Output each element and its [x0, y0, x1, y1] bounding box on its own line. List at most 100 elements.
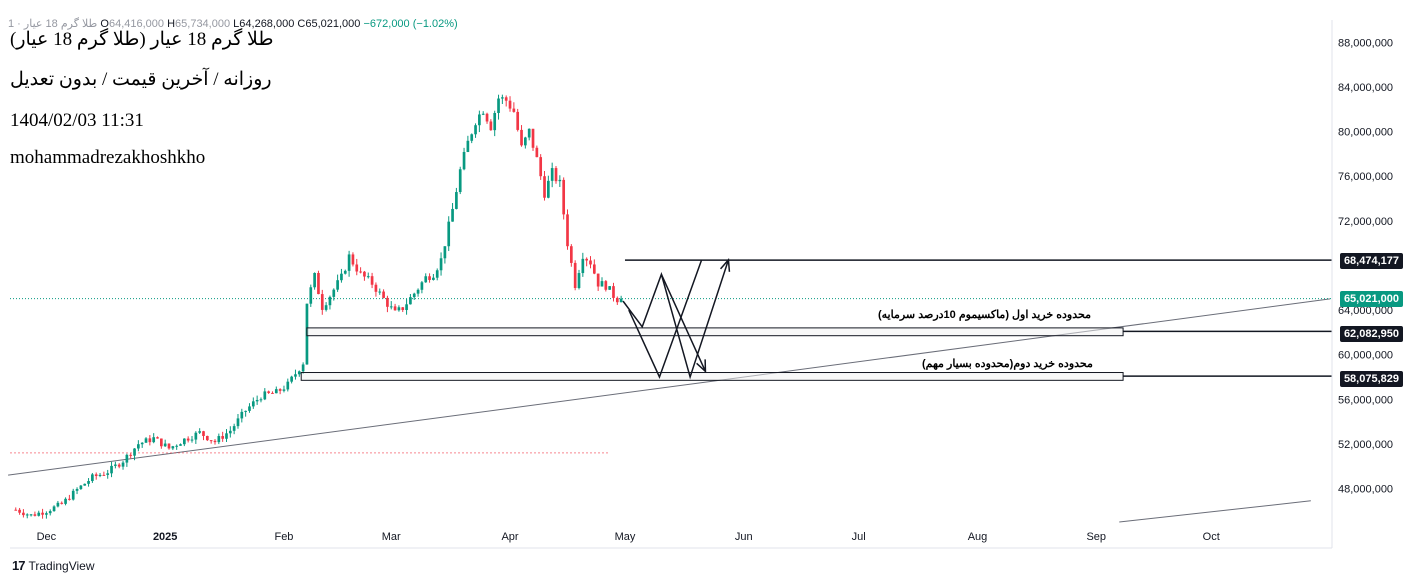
- candle-body: [351, 254, 355, 265]
- candle-body: [439, 258, 443, 271]
- candle-body: [186, 438, 190, 441]
- candle-body: [401, 307, 405, 311]
- tradingview-watermark[interactable]: 17 TradingView: [12, 558, 95, 573]
- trendline-2: [1119, 500, 1311, 523]
- candle-body: [516, 111, 520, 130]
- x-tick-label: Mar: [382, 531, 401, 543]
- candle-body: [604, 281, 608, 290]
- forecast-path-3: [660, 274, 707, 372]
- candle-body: [539, 157, 543, 177]
- high-value: 65,734,000: [175, 18, 231, 30]
- candle-body: [466, 140, 470, 152]
- close-value: 65,021,000: [305, 18, 361, 30]
- candle-body: [278, 389, 282, 391]
- candle-body: [378, 291, 382, 293]
- candle-body: [562, 179, 566, 215]
- candle-body: [512, 108, 516, 112]
- candle-body: [79, 485, 83, 489]
- y-tick-label: 64,000,000: [1338, 305, 1393, 317]
- candle-body: [114, 464, 117, 466]
- y-tick-label: 84,000,000: [1338, 82, 1393, 94]
- candle-body: [102, 474, 106, 476]
- candle-body: [18, 509, 21, 513]
- candle-body: [106, 473, 110, 475]
- candle-body: [171, 446, 175, 449]
- candle-body: [589, 260, 592, 265]
- buy-zone-1: [306, 327, 1124, 337]
- candle-body: [41, 512, 44, 515]
- candle-body: [389, 306, 393, 308]
- candle-body: [209, 440, 213, 442]
- candle-body: [462, 151, 466, 170]
- candle-body: [60, 502, 64, 504]
- candle-body: [432, 277, 435, 280]
- candle-body: [129, 454, 133, 456]
- candle-body: [163, 443, 167, 447]
- candle-body: [424, 276, 428, 283]
- candle-body: [271, 392, 274, 394]
- candle-body: [612, 286, 615, 298]
- x-tick-label: May: [615, 531, 636, 543]
- candle-body: [581, 258, 585, 274]
- candle-body: [255, 399, 259, 402]
- candle-body: [313, 272, 316, 288]
- candle-body: [232, 426, 236, 431]
- candle-body: [71, 490, 75, 500]
- candle-body: [148, 438, 152, 443]
- candle-body: [393, 306, 397, 311]
- candle-body: [527, 128, 531, 138]
- candle-body: [531, 128, 535, 148]
- candle-body: [363, 271, 366, 277]
- candle-body: [340, 273, 343, 281]
- open-label: O: [100, 18, 109, 30]
- y-tick-label: 56,000,000: [1338, 394, 1393, 406]
- candle-body: [182, 438, 186, 445]
- candle-body: [179, 444, 182, 446]
- candle-body: [121, 462, 125, 467]
- candle-body: [160, 438, 163, 447]
- candle-body: [451, 208, 454, 222]
- candle-body: [309, 287, 313, 304]
- candle-body: [98, 474, 102, 477]
- candle-body: [198, 431, 202, 433]
- candle-body: [543, 176, 546, 198]
- candle-body: [443, 246, 447, 259]
- candle-body: [416, 289, 420, 294]
- candle-body: [75, 488, 79, 491]
- candle-body: [524, 137, 527, 146]
- candle-body: [25, 514, 29, 516]
- candle-body: [202, 431, 205, 436]
- candle-body: [608, 286, 611, 290]
- candle-body: [213, 440, 217, 443]
- candle-body: [125, 454, 129, 463]
- candle-body: [619, 298, 623, 303]
- y-tick-label: 88,000,000: [1338, 37, 1393, 49]
- candle-body: [228, 430, 232, 434]
- zone1-label: محدوده خرید اول (ماکسیموم 10درصد سرمایه): [878, 309, 1091, 321]
- y-tick-label: 80,000,000: [1338, 127, 1393, 139]
- zone1-price-tag: 62,082,950: [1339, 326, 1403, 342]
- candle-body: [137, 444, 140, 449]
- candle-body: [320, 294, 324, 310]
- x-tick-label: Jul: [852, 531, 866, 543]
- candle-body: [504, 97, 508, 101]
- candle-body: [420, 282, 424, 290]
- low-label: L: [233, 18, 240, 30]
- candle-body: [470, 134, 474, 141]
- x-tick-label: Feb: [274, 531, 293, 543]
- high-label: H: [167, 18, 176, 30]
- candle-body: [133, 448, 136, 456]
- candle-body: [297, 371, 301, 375]
- candle-body: [110, 465, 113, 474]
- forecast-arrow-down: [696, 359, 707, 374]
- candle-body: [190, 439, 194, 441]
- buy-zones: [300, 327, 1332, 381]
- candle-body: [217, 436, 221, 443]
- candle-body: [64, 498, 67, 504]
- candle-body: [68, 498, 71, 500]
- candle-body: [290, 376, 293, 382]
- candle-body: [225, 433, 228, 439]
- candle-body: [374, 284, 378, 292]
- candle-body: [194, 432, 198, 440]
